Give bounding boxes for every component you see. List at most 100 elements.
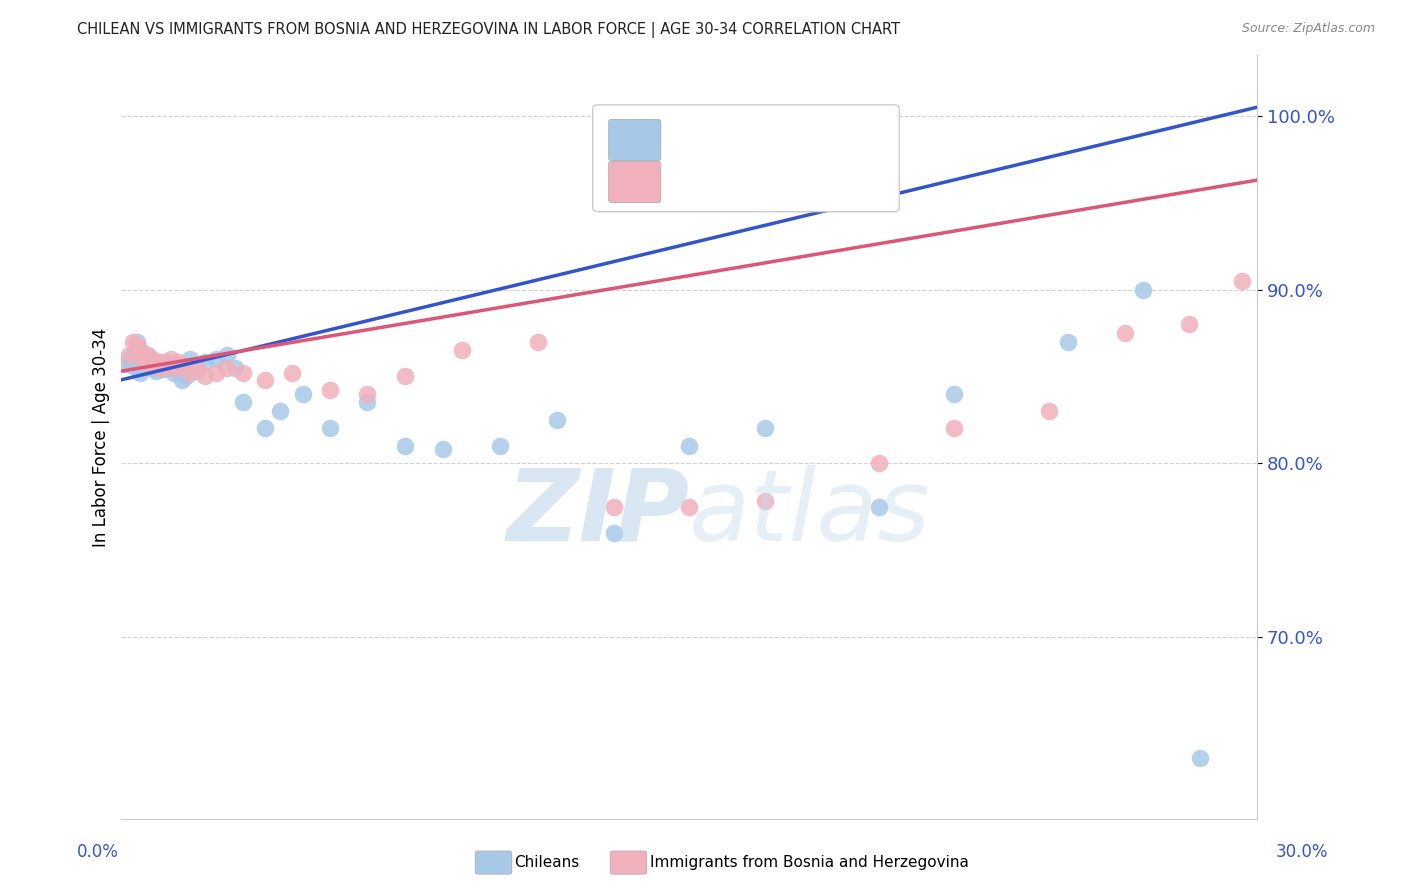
- Point: [134, 359, 156, 373]
- Point: [318, 383, 340, 397]
- Point: [432, 442, 454, 457]
- Point: [1114, 326, 1136, 340]
- Point: [152, 355, 174, 369]
- Text: CHILEAN VS IMMIGRANTS FROM BOSNIA AND HERZEGOVINA IN LABOR FORCE | AGE 30-34 COR: CHILEAN VS IMMIGRANTS FROM BOSNIA AND HE…: [77, 22, 900, 38]
- Point: [179, 366, 201, 380]
- Point: [186, 364, 208, 378]
- Text: ZIP: ZIP: [506, 465, 689, 562]
- Point: [129, 355, 152, 369]
- Point: [174, 369, 197, 384]
- Text: atlas: atlas: [689, 465, 931, 562]
- Point: [943, 421, 966, 435]
- Point: [194, 355, 217, 369]
- Point: [163, 366, 186, 380]
- Point: [141, 360, 163, 375]
- Point: [394, 439, 416, 453]
- Point: [186, 360, 208, 375]
- Point: [136, 350, 159, 364]
- Point: [156, 355, 179, 369]
- FancyBboxPatch shape: [609, 161, 661, 202]
- Point: [602, 525, 624, 540]
- Point: [167, 355, 190, 369]
- Point: [602, 500, 624, 514]
- Point: [152, 362, 174, 376]
- Point: [868, 456, 890, 470]
- Point: [1178, 317, 1201, 331]
- Point: [136, 349, 159, 363]
- Point: [868, 500, 890, 514]
- Point: [678, 439, 700, 453]
- Text: Source: ZipAtlas.com: Source: ZipAtlas.com: [1241, 22, 1375, 36]
- Point: [1189, 751, 1212, 765]
- Point: [129, 349, 152, 363]
- Point: [754, 494, 776, 508]
- Point: [159, 351, 181, 366]
- Point: [125, 338, 148, 352]
- Point: [527, 334, 550, 349]
- Point: [224, 360, 246, 375]
- Point: [141, 351, 163, 366]
- Point: [194, 369, 217, 384]
- Point: [489, 439, 512, 453]
- Point: [205, 351, 228, 366]
- Point: [129, 343, 152, 358]
- Point: [145, 359, 167, 373]
- Point: [156, 359, 179, 373]
- Point: [754, 421, 776, 435]
- Point: [356, 386, 378, 401]
- Point: [356, 395, 378, 409]
- Point: [129, 359, 152, 373]
- Point: [254, 373, 277, 387]
- Text: 30.0%: 30.0%: [1277, 843, 1329, 861]
- Point: [125, 343, 148, 358]
- Point: [170, 373, 193, 387]
- Point: [121, 334, 143, 349]
- Point: [179, 351, 201, 366]
- Text: Chileans: Chileans: [515, 855, 579, 870]
- Point: [281, 366, 304, 380]
- FancyBboxPatch shape: [609, 120, 661, 161]
- Point: [678, 500, 700, 514]
- Point: [118, 349, 141, 363]
- Point: [159, 359, 181, 373]
- Point: [121, 349, 143, 363]
- Point: [121, 359, 143, 373]
- Point: [394, 369, 416, 384]
- Point: [205, 366, 228, 380]
- Point: [217, 349, 239, 363]
- Point: [318, 421, 340, 435]
- Point: [134, 347, 156, 361]
- Text: R = 0.255   N = 38: R = 0.255 N = 38: [672, 173, 856, 191]
- Point: [136, 359, 159, 373]
- Point: [118, 351, 141, 366]
- Point: [134, 351, 156, 366]
- Point: [148, 355, 170, 369]
- Point: [292, 386, 315, 401]
- Point: [148, 360, 170, 375]
- Point: [451, 343, 474, 358]
- Text: Immigrants from Bosnia and Herzegovina: Immigrants from Bosnia and Herzegovina: [650, 855, 969, 870]
- Point: [254, 421, 277, 435]
- Point: [134, 355, 156, 369]
- Point: [114, 357, 136, 371]
- Point: [167, 362, 190, 376]
- Point: [269, 404, 291, 418]
- Point: [141, 355, 163, 369]
- Point: [145, 355, 167, 369]
- Text: 0.0%: 0.0%: [77, 843, 120, 861]
- Point: [1230, 274, 1253, 288]
- Point: [1132, 283, 1154, 297]
- FancyBboxPatch shape: [593, 104, 900, 211]
- Point: [170, 359, 193, 373]
- Point: [129, 366, 152, 380]
- Point: [163, 360, 186, 375]
- Point: [136, 355, 159, 369]
- Point: [125, 334, 148, 349]
- Point: [148, 360, 170, 375]
- Point: [232, 395, 254, 409]
- Point: [1056, 334, 1078, 349]
- Point: [943, 386, 966, 401]
- Y-axis label: In Labor Force | Age 30-34: In Labor Force | Age 30-34: [93, 327, 110, 547]
- Point: [1038, 404, 1060, 418]
- Point: [217, 360, 239, 375]
